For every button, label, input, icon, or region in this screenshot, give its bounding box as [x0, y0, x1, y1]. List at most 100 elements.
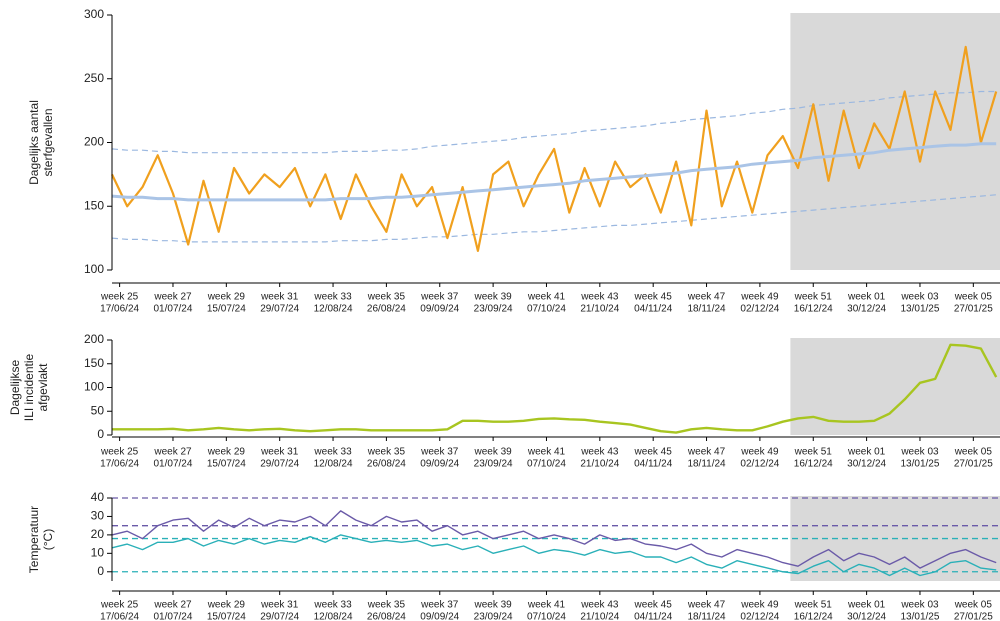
x-tick-label: 12/08/24 — [314, 304, 353, 315]
x-tick-label: week 27 — [153, 447, 192, 458]
x-tick-label: week 43 — [580, 600, 619, 611]
x-tick-label: 15/07/24 — [207, 612, 246, 621]
shaded-period — [790, 338, 1000, 435]
series-line — [111, 142, 997, 202]
x-tick-label: week 05 — [954, 447, 993, 458]
x-tick-label: week 45 — [634, 600, 673, 611]
x-tick-label: 09/09/24 — [420, 459, 459, 470]
x-tick-label: 26/08/24 — [367, 304, 406, 315]
x-tick-label: week 39 — [473, 447, 512, 458]
x-tick-label: 04/11/24 — [634, 612, 673, 621]
x-tick-label: 30/12/24 — [847, 459, 886, 470]
y-tick-label: 100 — [84, 380, 104, 394]
series-line — [111, 45, 998, 252]
x-tick-label: week 05 — [954, 292, 993, 303]
x-tick-label: week 31 — [260, 292, 299, 303]
x-tick-label: week 39 — [473, 600, 512, 611]
y-axis-label: afgevlakt — [36, 363, 50, 412]
x-tick-label: 21/10/24 — [580, 304, 619, 315]
x-tick-label: 17/06/24 — [100, 459, 139, 470]
x-tick-label: week 45 — [634, 447, 673, 458]
y-tick-label: 20 — [91, 527, 105, 541]
x-tick-label: week 35 — [367, 600, 406, 611]
series-line — [111, 510, 997, 569]
x-tick-label: week 35 — [367, 447, 406, 458]
x-tick-label: 15/07/24 — [207, 459, 246, 470]
x-tick-label: week 51 — [794, 600, 833, 611]
y-tick-label: 30 — [91, 509, 105, 523]
x-tick-label: week 49 — [740, 600, 779, 611]
x-tick-label: week 25 — [100, 600, 139, 611]
x-tick-label: 13/01/25 — [900, 612, 939, 621]
x-tick-label: week 01 — [847, 292, 886, 303]
x-tick-label: 09/09/24 — [420, 304, 459, 315]
series-line — [111, 90, 997, 154]
y-tick-label: 100 — [84, 262, 104, 276]
x-tick-label: week 29 — [207, 292, 246, 303]
x-tick-label: 01/07/24 — [154, 459, 193, 470]
x-tick-label: week 41 — [527, 447, 566, 458]
x-tick-label: week 25 — [100, 292, 139, 303]
x-tick-label: 21/10/24 — [580, 459, 619, 470]
x-tick-label: week 37 — [420, 292, 459, 303]
x-tick-label: week 47 — [687, 447, 726, 458]
series-line — [111, 534, 997, 577]
x-tick-label: 18/11/24 — [687, 459, 726, 470]
x-tick-label: 23/09/24 — [474, 612, 513, 621]
x-tick-label: week 41 — [527, 292, 566, 303]
x-tick-label: week 51 — [794, 447, 833, 458]
x-tick-label: 13/01/25 — [900, 459, 939, 470]
x-tick-label: 12/08/24 — [314, 612, 353, 621]
x-tick-label: week 37 — [420, 447, 459, 458]
series-line — [111, 194, 997, 243]
x-tick-label: 02/12/24 — [740, 304, 779, 315]
x-tick-label: week 01 — [847, 600, 886, 611]
x-tick-label: 30/12/24 — [847, 304, 886, 315]
x-tick-label: week 27 — [153, 292, 192, 303]
y-tick-label: 200 — [84, 332, 104, 346]
x-tick-label: 23/09/24 — [474, 459, 513, 470]
x-tick-label: 29/07/24 — [260, 304, 299, 315]
y-axis-label: ILI incidentie — [22, 353, 36, 421]
x-tick-label: 07/10/24 — [527, 304, 566, 315]
x-tick-label: week 35 — [367, 292, 406, 303]
y-axis-label: Dagelijkse — [8, 359, 22, 415]
x-tick-label: 27/01/25 — [954, 459, 993, 470]
x-tick-label: 29/07/24 — [260, 459, 299, 470]
x-tick-label: 27/01/25 — [954, 612, 993, 621]
x-tick-label: 26/08/24 — [367, 612, 406, 621]
x-tick-label: week 49 — [740, 447, 779, 458]
x-tick-label: week 25 — [100, 447, 139, 458]
x-tick-label: week 03 — [900, 447, 939, 458]
x-tick-label: 13/01/25 — [900, 304, 939, 315]
x-tick-label: week 47 — [687, 292, 726, 303]
y-axis-label: sterfgevallen — [41, 108, 55, 176]
x-tick-label: week 39 — [473, 292, 512, 303]
x-tick-label: 07/10/24 — [527, 612, 566, 621]
x-tick-label: week 43 — [580, 292, 619, 303]
x-tick-label: week 51 — [794, 292, 833, 303]
x-tick-label: week 37 — [420, 600, 459, 611]
x-tick-label: 27/01/25 — [954, 304, 993, 315]
x-tick-label: week 41 — [527, 600, 566, 611]
x-tick-label: week 31 — [260, 447, 299, 458]
y-tick-label: 50 — [91, 403, 105, 417]
x-tick-label: 15/07/24 — [207, 304, 246, 315]
x-tick-label: 18/11/24 — [687, 304, 726, 315]
x-tick-label: week 33 — [313, 447, 352, 458]
x-tick-label: week 03 — [900, 600, 939, 611]
y-tick-label: 250 — [84, 71, 104, 85]
y-tick-label: 150 — [84, 356, 104, 370]
x-tick-label: 16/12/24 — [794, 612, 833, 621]
y-tick-label: 150 — [84, 198, 104, 212]
x-tick-label: 12/08/24 — [314, 459, 353, 470]
x-tick-label: 21/10/24 — [580, 612, 619, 621]
x-tick-label: 30/12/24 — [847, 612, 886, 621]
x-tick-label: week 31 — [260, 600, 299, 611]
x-tick-label: 26/08/24 — [367, 459, 406, 470]
x-tick-label: 17/06/24 — [100, 304, 139, 315]
x-tick-label: 29/07/24 — [260, 612, 299, 621]
